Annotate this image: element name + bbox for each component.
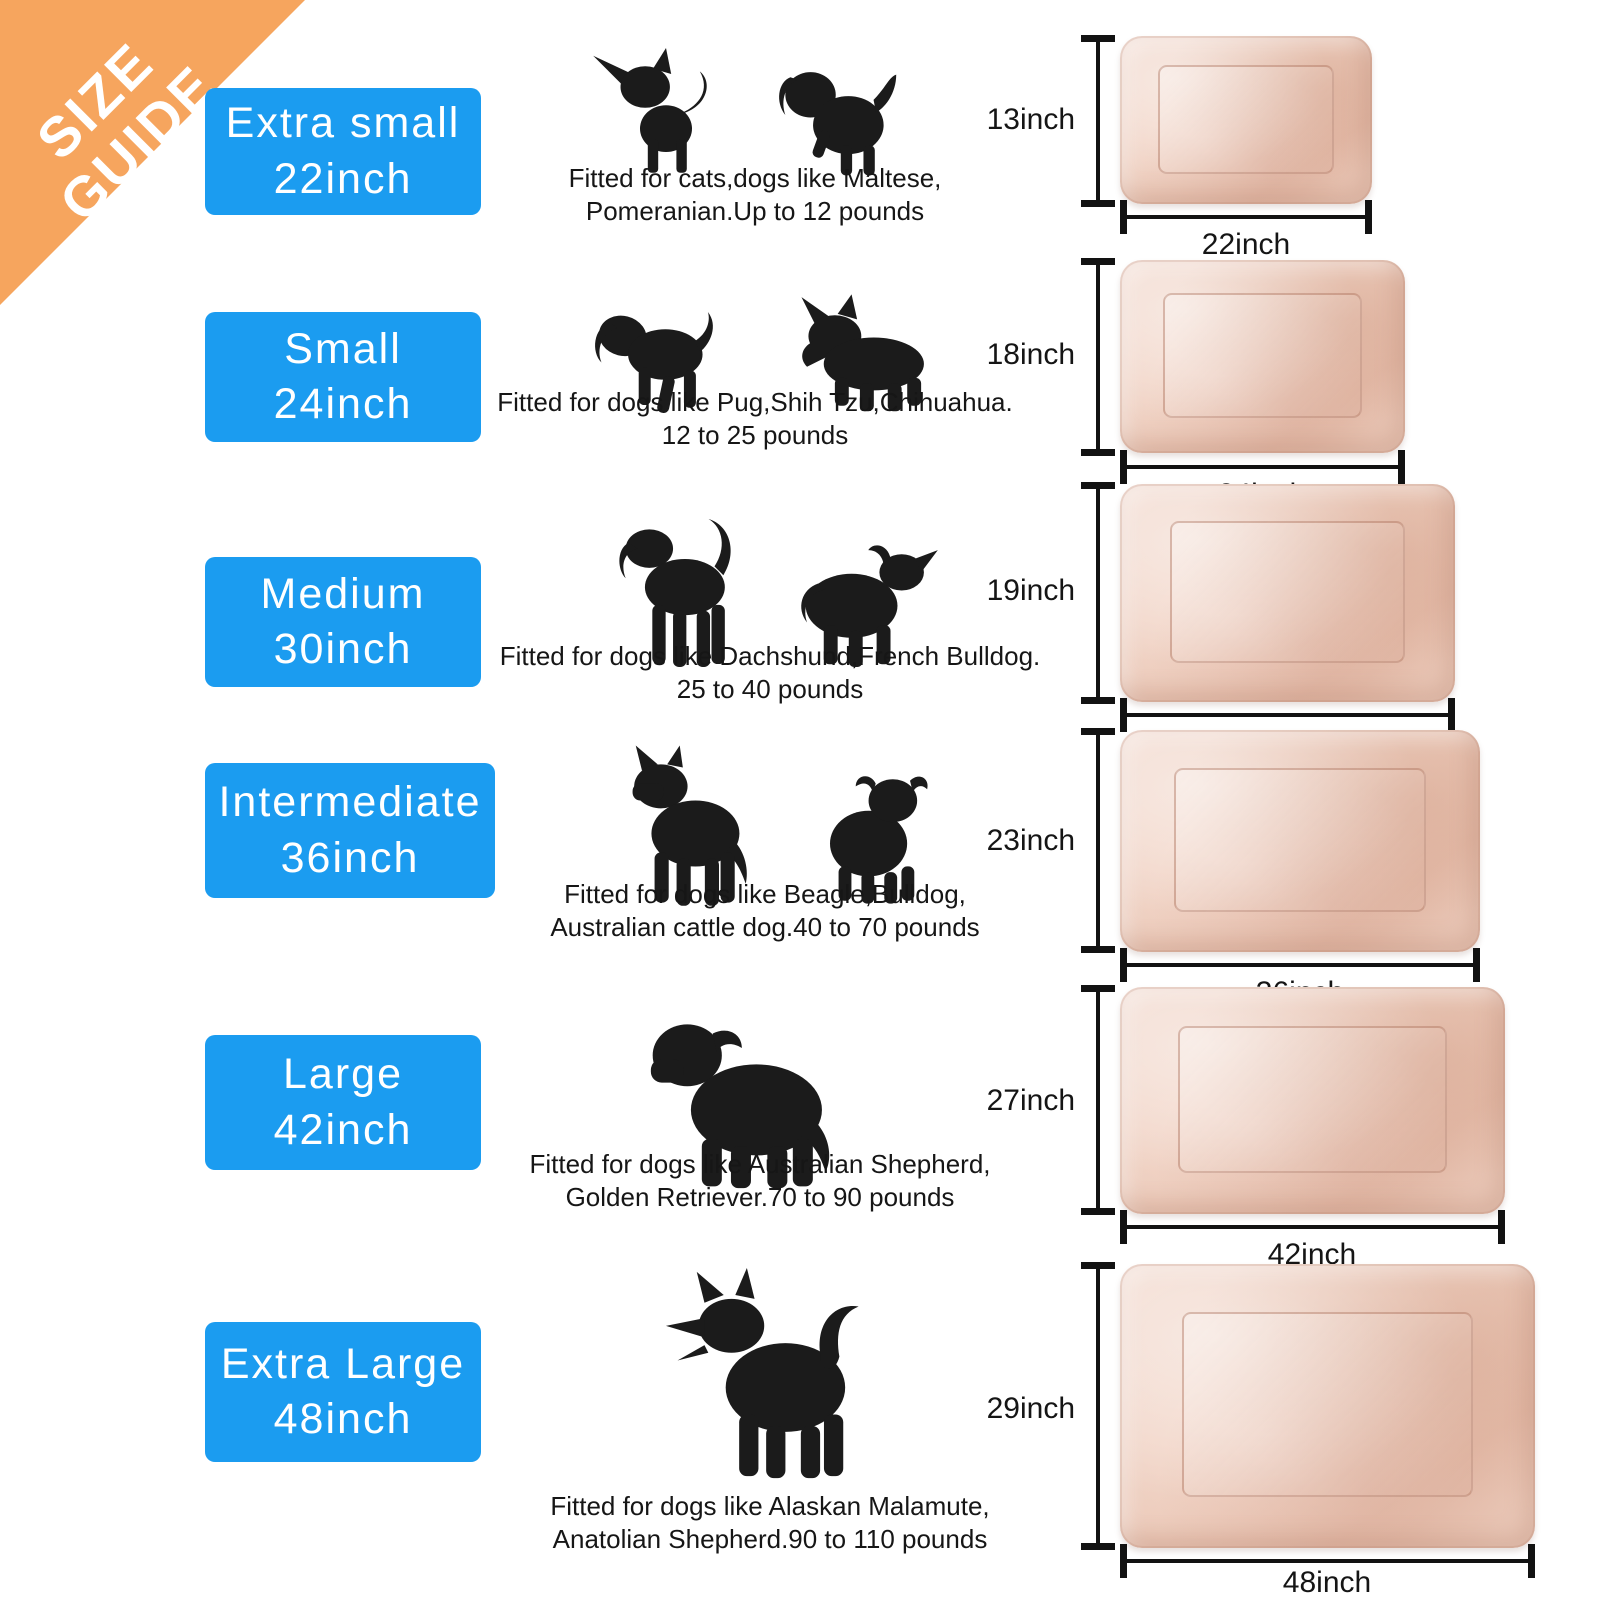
size-badge-size: 48inch — [273, 1395, 413, 1443]
height-dimension-line — [1081, 728, 1115, 953]
height-dimension-line — [1081, 1262, 1115, 1550]
size-badge-size: 24inch — [273, 380, 413, 428]
size-badge-size: 30inch — [273, 625, 413, 673]
height-dimension-line — [1081, 35, 1115, 207]
bed-height-label: 19inch — [986, 574, 1075, 607]
fit-description-line1: Fitted for dogs like Pug,Shih Tzu,Chihua… — [497, 387, 1013, 417]
dog-chihuahua-icon — [578, 48, 728, 178]
bed-width-label: 22inch — [1201, 228, 1291, 261]
size-badge-label: Small — [284, 324, 402, 373]
size-badge-label: Medium — [260, 569, 426, 618]
size-badge-small: Small 24inch — [205, 312, 481, 442]
width-dimension-line — [1120, 200, 1372, 234]
size-badge-size: 22inch — [273, 154, 413, 203]
fit-description-line1: Fitted for dogs like Dachshund,French Bu… — [499, 641, 1041, 671]
size-badge-size: 36inch — [280, 833, 420, 882]
fit-description-line2: Anatolian Shepherd.90 to 110 pounds — [552, 1524, 988, 1554]
fit-description: Fitted for cats,dogs like Maltese, Pomer… — [569, 162, 942, 228]
fit-description-line2: Golden Retriever.70 to 90 pounds — [565, 1182, 955, 1212]
size-badge-extra-large: Extra Large 48inch — [205, 1322, 481, 1462]
width-dimension-line — [1120, 450, 1405, 484]
bed-height-label: 27inch — [986, 1084, 1075, 1117]
width-dimension-line — [1120, 948, 1480, 982]
dog-pug-icon — [790, 756, 940, 914]
bed-height-label: 23inch — [986, 824, 1075, 857]
height-dimension-line — [1081, 985, 1115, 1215]
dog-pitbull-icon — [598, 742, 763, 914]
dog-corgi-icon — [782, 294, 942, 420]
size-badge-size: 42inch — [273, 1105, 413, 1154]
height-dimension-line — [1081, 258, 1115, 456]
fit-description-line1: Fitted for cats,dogs like Maltese, — [568, 163, 942, 193]
size-badge-large: Large 42inch — [205, 1035, 481, 1170]
dog-alaskan-malamute-icon — [635, 1268, 905, 1480]
bed-height-label: 13inch — [986, 103, 1075, 136]
fit-description: Fitted for dogs like Pug,Shih Tzu,Chihua… — [497, 386, 1013, 452]
dog-puppy-icon — [762, 52, 912, 178]
fit-description-line1: Fitted for dogs like Beagle,Bulldog, — [564, 879, 966, 909]
bed-image — [1120, 730, 1480, 952]
bed-image — [1120, 484, 1455, 702]
fit-description-line2: 25 to 40 pounds — [676, 674, 864, 704]
bed-image — [1120, 1264, 1535, 1548]
size-badge-label: Large — [283, 1050, 403, 1099]
width-dimension-line — [1120, 698, 1455, 732]
size-badge-label: Intermediate — [218, 778, 482, 827]
width-dimension-line — [1120, 1210, 1505, 1244]
dog-beagle-puppy-icon — [572, 288, 740, 421]
bed-height-label: 18inch — [986, 338, 1075, 371]
size-badge-medium: Medium 30inch — [205, 557, 481, 687]
dog-hound-icon — [602, 512, 750, 677]
size-badge-extra-small: Extra small 22inch — [205, 88, 481, 215]
width-dimension-line — [1120, 1544, 1535, 1578]
height-dimension-line — [1081, 482, 1115, 704]
size-badge-label: Extra small — [225, 99, 461, 148]
fit-description: Fitted for dogs like Dachshund,French Bu… — [500, 640, 1041, 706]
bed-width-label: 48inch — [1282, 1566, 1372, 1599]
bed-image — [1120, 36, 1372, 204]
dog-australian-shepherd-icon — [782, 528, 942, 678]
bed-image — [1120, 987, 1505, 1214]
fit-description-line1: Fitted for dogs like Australian Shepherd… — [529, 1149, 991, 1179]
fit-description-line2: 12 to 25 pounds — [661, 420, 849, 450]
fit-description-line2: Australian cattle dog.40 to 70 pounds — [550, 912, 980, 942]
dog-saint-bernard-icon — [628, 1008, 863, 1190]
fit-description: Fitted for dogs like Alaskan Malamute, A… — [550, 1490, 989, 1556]
size-badge-intermediate: Intermediate 36inch — [205, 763, 495, 898]
fit-description-line2: Pomeranian.Up to 12 pounds — [585, 196, 925, 226]
bed-height-label: 29inch — [986, 1392, 1075, 1425]
fit-description-line1: Fitted for dogs like Alaskan Malamute, — [550, 1491, 990, 1521]
bed-image — [1120, 260, 1405, 453]
size-badge-label: Extra Large — [220, 1339, 466, 1388]
fit-description: Fitted for dogs like Beagle,Bulldog, Aus… — [550, 878, 979, 944]
fit-description: Fitted for dogs like Australian Shepherd… — [529, 1148, 990, 1214]
